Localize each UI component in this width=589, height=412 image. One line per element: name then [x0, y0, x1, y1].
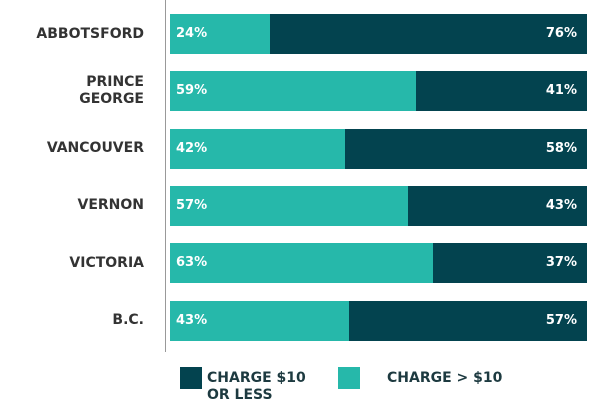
bar: [407, 185, 587, 226]
value-label: 63%: [176, 255, 208, 271]
category-label: VICTORIA: [69, 254, 144, 271]
bar: [345, 128, 587, 169]
category-label: VERNON: [77, 197, 144, 214]
value-label: 59%: [176, 83, 208, 99]
bar: [170, 71, 417, 112]
value-label: 42%: [176, 140, 208, 156]
bar: [170, 128, 346, 169]
category-label: VANCOUVER: [46, 140, 144, 157]
value-label: 76%: [545, 26, 577, 41]
axis-line: [165, 0, 166, 352]
category-label: PRINCE GEORGE: [79, 74, 144, 108]
value-label: 58%: [545, 140, 577, 156]
bar: [270, 14, 587, 54]
bar: [170, 300, 350, 341]
category-label: B.C.: [112, 312, 144, 328]
legend-label: CHARGE $10 OR LESS: [207, 370, 306, 403]
bar: [432, 243, 587, 284]
bar: [170, 243, 433, 284]
legend-swatch: [338, 367, 360, 389]
legend-label: CHARGE > $10: [387, 370, 503, 386]
value-label: 57%: [176, 197, 208, 213]
value-label: 37%: [545, 255, 577, 271]
value-label: 41%: [545, 83, 577, 99]
legend-swatch: [180, 367, 202, 389]
value-label: 43%: [176, 312, 208, 328]
category-label: ABBOTSFORD: [36, 25, 144, 42]
bar: [349, 300, 587, 341]
value-label: 57%: [545, 312, 577, 328]
value-label: 24%: [176, 26, 208, 41]
bar: [170, 185, 408, 226]
bar: [416, 71, 587, 112]
value-label: 43%: [545, 197, 577, 213]
bar: [170, 14, 271, 54]
